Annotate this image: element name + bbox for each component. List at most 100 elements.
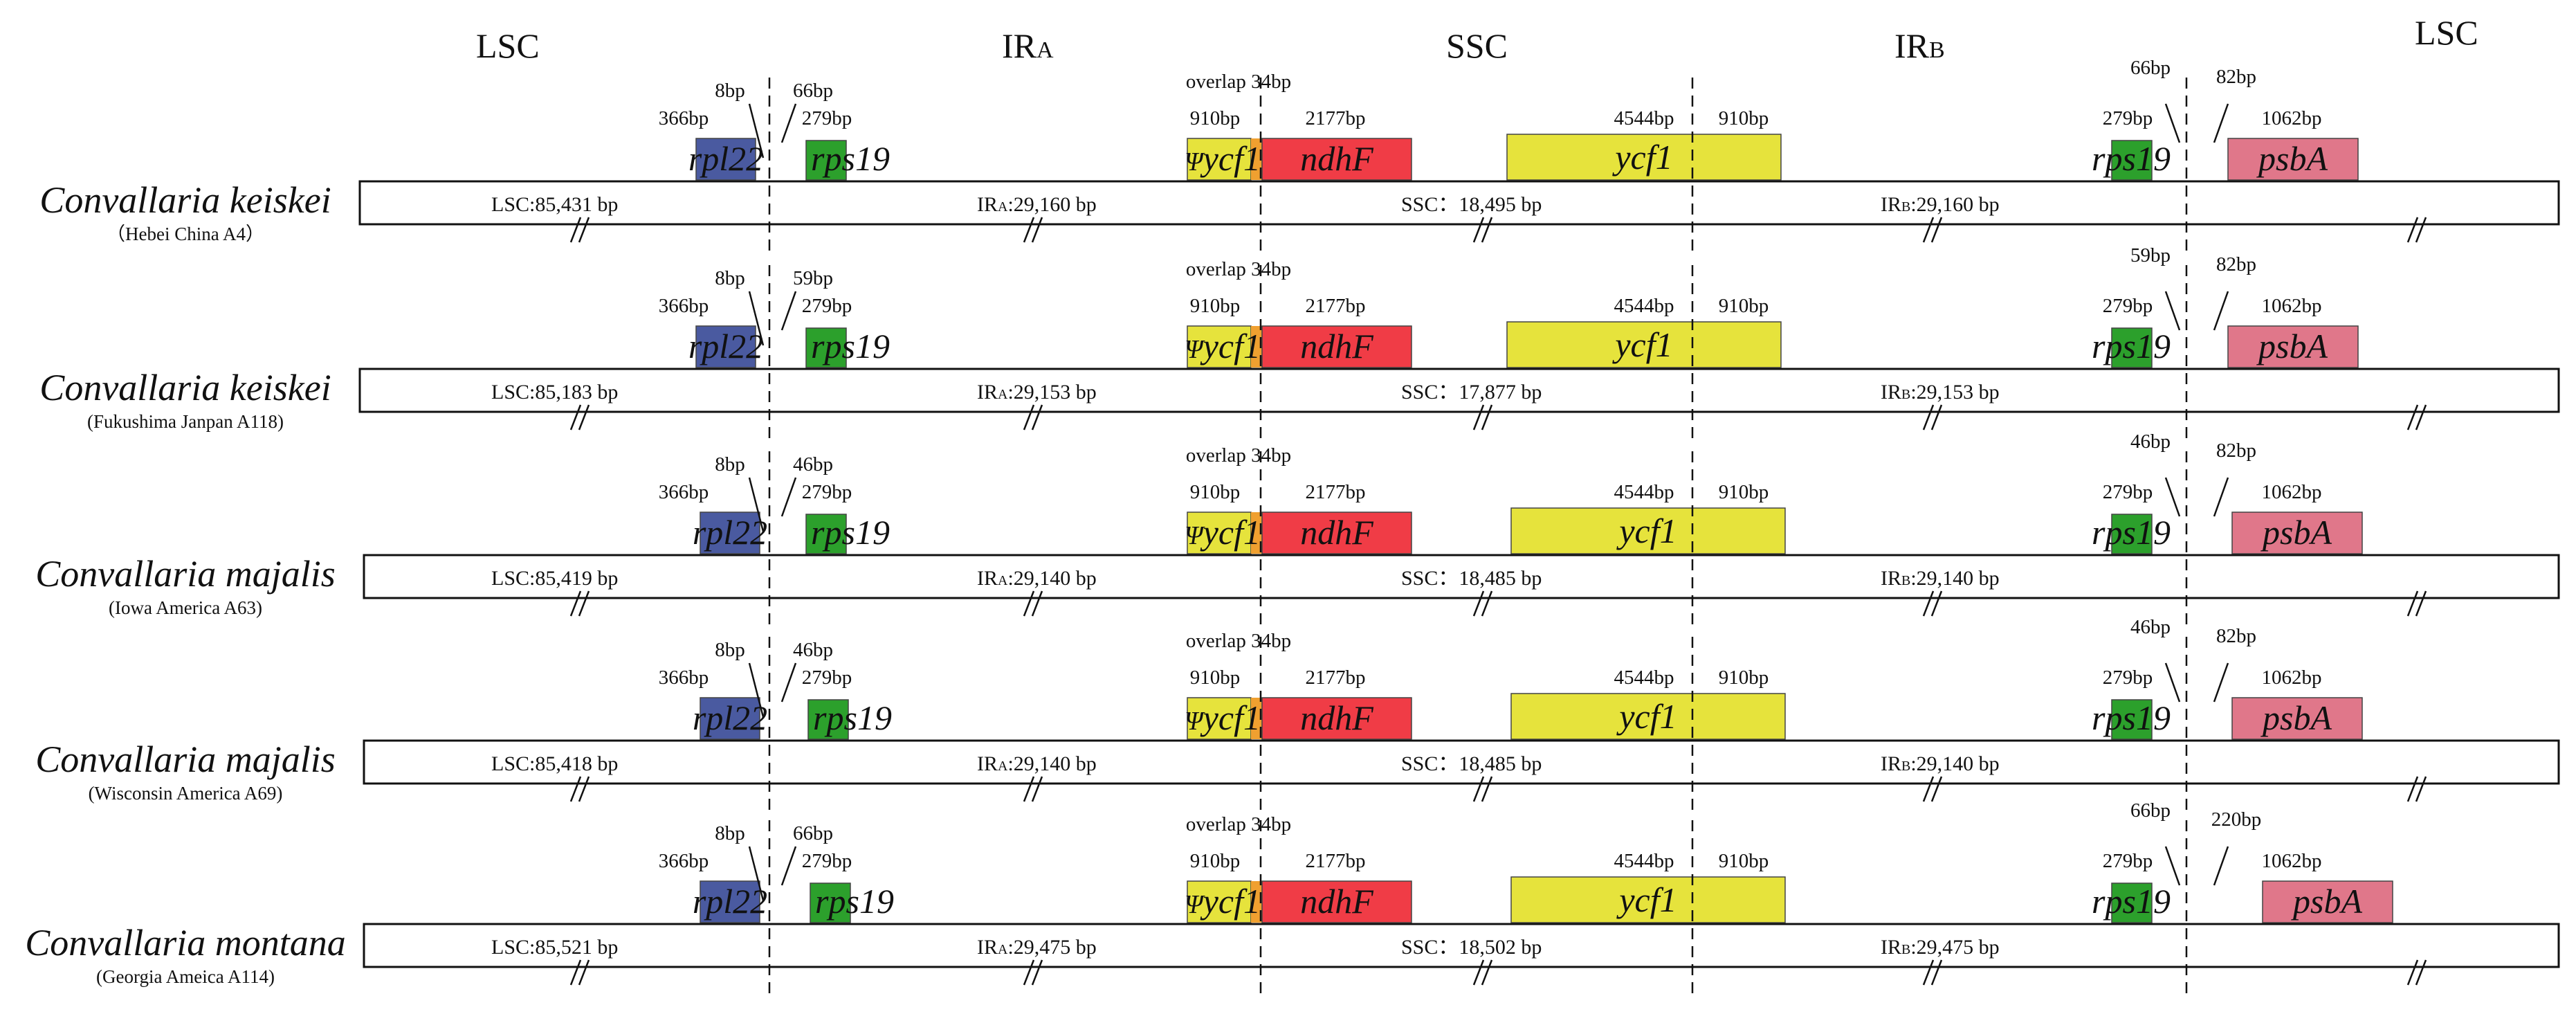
leader-rps19-gap bbox=[780, 291, 797, 331]
bp-rpl22-left: 366bp bbox=[659, 667, 709, 689]
bp-psbA-gap: 82bp bbox=[2216, 625, 2256, 647]
gene-ycf1 bbox=[1506, 134, 1782, 181]
break-mark bbox=[2406, 959, 2427, 986]
bp-ycf1: 4544bp bbox=[1614, 107, 1674, 129]
ira-label: IR bbox=[977, 752, 998, 775]
bp-ycf1-pseudo: 910bp bbox=[1190, 107, 1241, 129]
ira-value: :29,475 bp bbox=[1007, 936, 1096, 959]
gene-psbA bbox=[2227, 325, 2359, 368]
bp-overlap: overlap 34bp bbox=[1186, 813, 1291, 835]
gene-ycf1 bbox=[1510, 876, 1786, 923]
ira-sub: A bbox=[998, 573, 1008, 588]
leader-8bp bbox=[748, 662, 765, 718]
header-irb-main: IR bbox=[1894, 26, 1930, 65]
bp-rps19-length: 279bp bbox=[802, 481, 852, 503]
species-location: (Wisconsin America A69) bbox=[89, 783, 283, 804]
species-location: (Iowa America A63) bbox=[109, 597, 262, 618]
bp-ycf1-pseudo: 910bp bbox=[1190, 850, 1241, 872]
bp-ycf1-ir: 910bp bbox=[1719, 850, 1769, 872]
species-location: (Fukushima Janpan A118) bbox=[87, 411, 284, 432]
species-location: (Georgia Ameica A114) bbox=[96, 966, 275, 987]
leader-psbA-gap bbox=[2213, 291, 2229, 331]
bp-rpl22-left: 366bp bbox=[659, 107, 709, 129]
bp-ndhF: 2177bp bbox=[1306, 295, 1366, 317]
genome-row: Convallaria montana (Georgia Ameica A114)… bbox=[25, 799, 2560, 1000]
bp-rpl22-overlap: 8bp bbox=[715, 453, 745, 476]
break-mark bbox=[1922, 959, 1943, 986]
leader-rps19-gap bbox=[780, 662, 797, 703]
species-name: Convallaria montana bbox=[25, 922, 346, 963]
gene-label-rpl22: rpl22 bbox=[693, 698, 767, 737]
bp-ycf1-ir: 910bp bbox=[1719, 481, 1769, 503]
ira-value: :29,140 bp bbox=[1007, 752, 1096, 775]
ycf1-pseudo-text: ycf1 bbox=[1200, 698, 1261, 737]
genome-bar bbox=[358, 368, 2560, 413]
gene-label-rps19-left: rps19 bbox=[811, 513, 890, 552]
leader-rps19-gap bbox=[780, 103, 797, 143]
irb-sub: B bbox=[1901, 387, 1910, 402]
irb-value: :29,475 bp bbox=[1910, 936, 1999, 959]
break-mark bbox=[1472, 404, 1493, 431]
gene-label-rps19-right: rps19 bbox=[2092, 327, 2171, 365]
bp-ndhF: 2177bp bbox=[1306, 107, 1366, 129]
irb-value: :29,140 bp bbox=[1910, 752, 1999, 775]
ycf1-pseudo-text: ycf1 bbox=[1200, 882, 1261, 921]
lsc-length: LSC:85,431 bp bbox=[491, 193, 618, 216]
lsc-length: LSC:85,521 bp bbox=[491, 936, 618, 959]
gene-label-ycf1-pseudo: Ψycf1 bbox=[1185, 139, 1261, 178]
irb-value: :29,140 bp bbox=[1910, 567, 1999, 590]
irb-length: IRB:29,140 bp bbox=[1881, 567, 2000, 590]
gene-label-psbA: psbA bbox=[2260, 513, 2332, 552]
gene-ycf1-pseudo bbox=[1187, 325, 1252, 368]
gene-label-ycf1-pseudo: Ψycf1 bbox=[1185, 327, 1261, 365]
genome-row: Convallaria keiskei （Hebei China A4） LSC:8… bbox=[39, 57, 2560, 257]
gene-label-rps19-left: rps19 bbox=[811, 327, 890, 365]
gene-label-ycf1: ycf1 bbox=[1616, 880, 1677, 919]
gene-ndhF bbox=[1261, 697, 1412, 740]
bp-rpl22-overlap: 8bp bbox=[715, 639, 745, 661]
bp-ycf1: 4544bp bbox=[1614, 850, 1674, 872]
gene-label-ndhF: ndhF bbox=[1300, 882, 1373, 921]
leader-rps19-right-gap bbox=[2164, 103, 2181, 143]
ira-length: IRA:29,153 bp bbox=[977, 381, 1097, 404]
bp-ycf1: 4544bp bbox=[1614, 295, 1674, 317]
ira-sub: A bbox=[998, 759, 1008, 774]
gene-ndhF bbox=[1261, 512, 1412, 554]
ira-label: IR bbox=[977, 193, 998, 216]
irb-length: IRB:29,160 bp bbox=[1881, 193, 2000, 216]
lsc-length: LSC:85,183 bp bbox=[491, 381, 618, 404]
ssc-length: SSC：17,877 bp bbox=[1401, 381, 1542, 404]
bp-psbA-gap: 82bp bbox=[2216, 66, 2256, 88]
header-ira-main: IR bbox=[1002, 26, 1037, 65]
irb-sub: B bbox=[1901, 573, 1910, 588]
bp-rpl22-overlap: 8bp bbox=[715, 822, 745, 844]
gene-ndhF bbox=[1261, 325, 1412, 368]
gene-label-ndhF: ndhF bbox=[1300, 698, 1373, 737]
gene-rps19-left bbox=[805, 327, 847, 368]
bp-psbA-gap: 82bp bbox=[2216, 440, 2256, 462]
bp-rps19-right-gap: 46bp bbox=[2130, 616, 2171, 638]
genome-row: Convallaria keiskei (Fukushima Janpan A11… bbox=[39, 244, 2560, 445]
leader-8bp bbox=[748, 477, 765, 532]
leader-psbA-gap bbox=[2213, 477, 2229, 517]
overlap-region bbox=[1251, 138, 1262, 180]
header-lsc-right: LSC bbox=[2415, 13, 2478, 52]
gene-rps19-left bbox=[805, 514, 847, 554]
ssc-length: SSC：18,485 bp bbox=[1401, 752, 1542, 775]
gene-label-psbA: psbA bbox=[2256, 139, 2328, 178]
gene-rps19-right bbox=[2111, 882, 2153, 923]
ssc-length: SSC：18,502 bp bbox=[1401, 936, 1542, 959]
overlap-region bbox=[1251, 698, 1262, 739]
irb-value: :29,160 bp bbox=[1910, 193, 1999, 216]
bp-overlap: overlap 34bp bbox=[1186, 630, 1291, 652]
break-mark bbox=[1023, 590, 1043, 617]
gene-ycf1 bbox=[1510, 693, 1786, 740]
break-mark bbox=[1023, 217, 1043, 243]
break-mark bbox=[2406, 776, 2427, 802]
bp-rps19-length: 279bp bbox=[802, 667, 852, 689]
bp-rps19-right-length: 279bp bbox=[2103, 667, 2153, 689]
bp-ycf1-ir: 910bp bbox=[1719, 107, 1769, 129]
gene-rpl22 bbox=[700, 697, 760, 740]
gene-ycf1 bbox=[1506, 321, 1782, 368]
